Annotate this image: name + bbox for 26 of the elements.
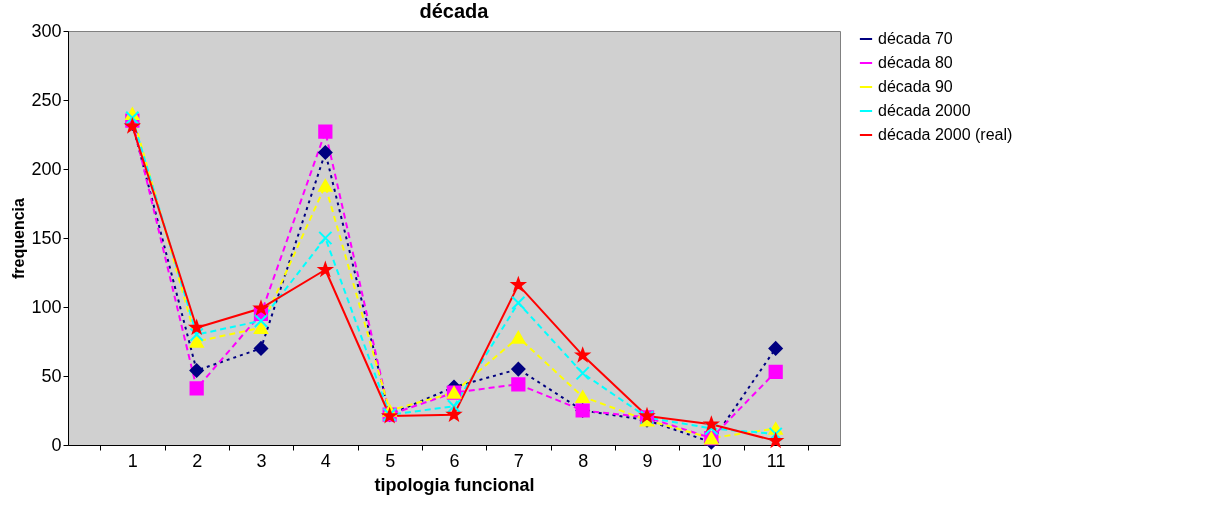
x-tick-label: 6	[449, 450, 460, 471]
x-tick-label: 11	[766, 450, 786, 471]
legend-label: década 2000	[878, 102, 971, 119]
y-tick-label: 150	[31, 227, 62, 248]
y-tick-label: 300	[31, 20, 62, 41]
legend-label: década 90	[878, 78, 953, 95]
chart-title: década	[419, 0, 490, 22]
x-tick-label: 2	[192, 450, 203, 471]
x-tick-label: 7	[513, 450, 524, 471]
x-axis-title: tipologia funcional	[374, 474, 535, 495]
legend-label: década 70	[878, 30, 953, 47]
x-tick-label: 8	[578, 450, 589, 471]
y-tick-label: 200	[31, 158, 62, 179]
y-tick-label: 50	[41, 365, 62, 386]
y-tick-label: 0	[51, 434, 62, 455]
x-tick-label: 4	[320, 450, 331, 471]
x-tick-label: 9	[642, 450, 653, 471]
x-tick-label: 5	[385, 450, 396, 471]
y-tick-label: 100	[31, 296, 62, 317]
x-tick-label: 10	[701, 450, 722, 471]
x-tick-label: 3	[256, 450, 267, 471]
y-tick-label: 250	[31, 89, 62, 110]
legend-label: década 2000 (real)	[878, 126, 1013, 143]
legend-label: década 80	[878, 54, 953, 71]
x-tick-label: 1	[127, 450, 138, 471]
y-axis-title: frequencia	[10, 197, 28, 279]
